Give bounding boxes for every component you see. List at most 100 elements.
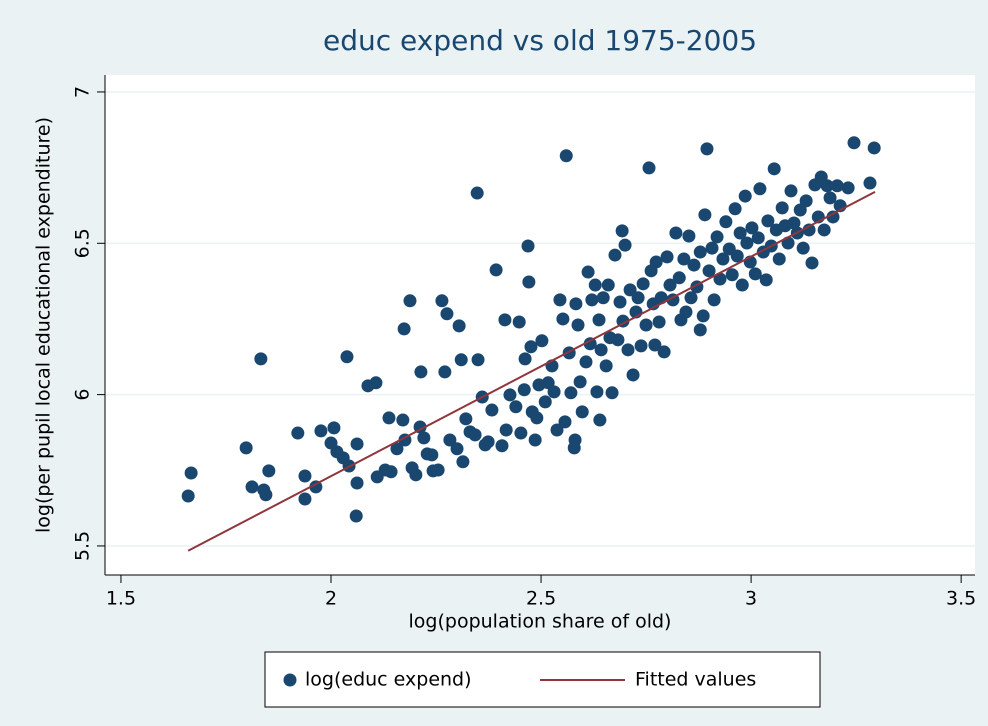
scatter-point [608,248,622,262]
scatter-point [556,312,570,326]
scatter-point [340,350,354,364]
scatter-point [735,278,749,292]
scatter-point [585,293,599,307]
scatter-point [702,264,716,278]
scatter-point [522,275,536,289]
x-tick-label: 2 [325,588,337,610]
scatter-point [725,268,739,282]
scatter-point [684,291,698,305]
scatter-point [291,426,305,440]
scatter-point [553,293,567,307]
scatter-point [468,428,482,442]
scatter-point [452,319,466,333]
scatter-point [605,386,619,400]
scatter-point [547,385,561,399]
legend-label: Fitted values [635,669,756,691]
scatter-point [521,239,535,253]
scatter-point [349,509,363,523]
scatter-point [696,309,710,323]
scatter-point [456,455,470,469]
scatter-point [618,238,632,252]
scatter-point [599,359,613,373]
scatter-point [719,215,733,229]
scatter-point [588,278,602,292]
scatter-point [593,413,607,427]
scatter-point [707,293,721,307]
scatter-point [262,464,276,478]
x-tick-label: 3 [745,588,757,610]
scatter-point [298,469,312,483]
scatter-point [730,249,744,263]
scatter-point [738,189,752,203]
scatter-point [753,182,767,196]
scatter-point [748,267,762,281]
scatter-point [687,258,701,272]
scatter-point [799,194,813,208]
scatter-point [787,216,801,230]
scatter-point [867,141,881,155]
scatter-point [495,439,509,453]
scatter-point [677,252,691,266]
scatter-point [596,291,610,305]
scatter-point [425,448,439,462]
scatter-point [350,476,364,490]
scatter-point [648,338,662,352]
scatter-point [509,400,523,414]
x-axis-label: log(population share of old) [409,611,672,633]
plot-area [105,75,975,575]
scatter-point [623,283,637,297]
scatter-point [564,386,578,400]
y-tick-label: 6.5 [72,228,94,258]
x-tick-label: 3.5 [946,588,976,610]
y-axis-label: log(per pupil local educational expendit… [33,117,55,533]
x-tick-label: 1.5 [106,588,136,610]
scatter-point [397,322,411,336]
scatter-point [438,365,452,379]
scatter-point [369,376,383,390]
scatter-point [682,229,696,243]
scatter-point [471,353,485,367]
scatter-point [440,307,454,321]
scatter-point [639,318,653,332]
y-tick-label: 5.5 [72,531,94,561]
scatter-point [826,210,840,224]
scatter-point [772,252,786,266]
scatter-point [710,230,724,244]
scatter-point [679,305,693,319]
scatter-point [698,208,712,222]
scatter-point [298,492,312,506]
scatter-point [417,431,431,445]
scatter-point [775,201,789,215]
scatter-point [642,161,656,175]
scatter-point [740,236,754,250]
scatter-point [592,313,606,327]
scatter-point [716,252,730,266]
scatter-point [615,224,629,238]
scatter-point [761,214,775,228]
scatter-point [583,337,597,351]
scatter-point [550,423,564,437]
chart-title: educ expend vs old 1975-2005 [323,24,757,57]
scatter-point [239,441,253,455]
scatter-point [499,423,513,437]
scatter-point [382,411,396,425]
scatter-point [713,272,727,286]
scatter-point [784,184,798,198]
scatter-point [571,318,585,332]
scatter-point [435,294,449,308]
scatter-point [390,442,404,456]
scatter-point [823,191,837,205]
scatter-point [314,424,328,438]
scatter-point [384,465,398,479]
scatter-point [649,255,663,269]
scatter-point [590,385,604,399]
scatter-point [634,339,648,353]
scatter-point [781,236,795,250]
scatter-point [498,313,512,327]
scatter-point [538,395,552,409]
scatter-point [535,334,549,348]
scatter-point [767,162,781,176]
y-tick-label: 7 [72,86,94,98]
scatter-point [672,271,686,285]
